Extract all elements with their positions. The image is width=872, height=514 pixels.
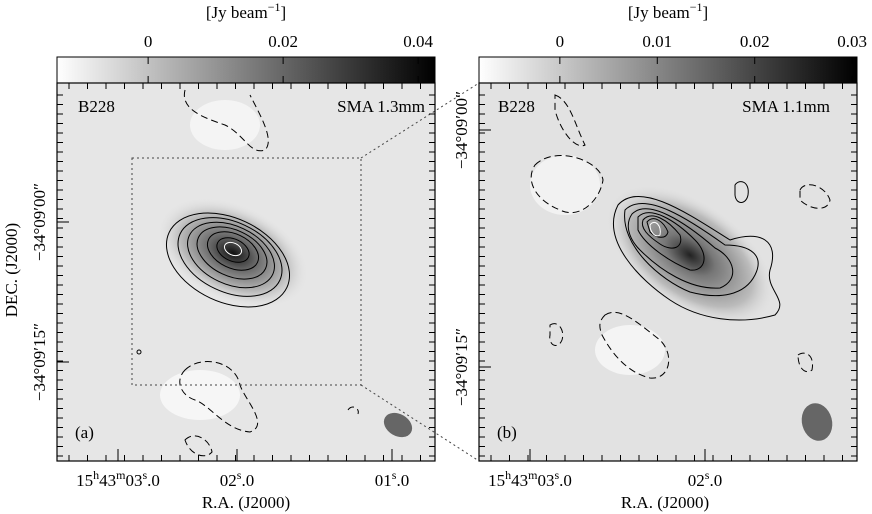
source-label: B228 [498,97,535,116]
ra-tick-label-part: 02 [220,471,237,490]
ra-tick-label-part: .0 [559,471,572,490]
ra-tick-label-part: s [142,468,147,482]
x-axis-label: R.A. (J2000) [202,493,290,512]
contours-b [530,94,833,441]
colorbar-tick-label: 0 [144,32,153,51]
ra-tick-label: 01s.0 [375,468,409,490]
panel-tag: (a) [75,423,94,442]
dec-tick-label: −34°09′00″ [452,91,471,169]
colorbar [56,56,436,84]
contours-a [136,89,413,457]
ra-tick-label: 02s.0 [688,468,722,490]
instrument-label: SMA 1.3mm [337,97,425,116]
ra-tick-label-part: 15 [488,471,505,490]
ra-tick-label: 15h43m03s.0 [488,468,572,490]
dec-tick-label: −34°09′00″ [30,183,49,261]
ra-tick-label: 02s.0 [220,468,254,490]
ra-tick-label-part: h [93,468,99,482]
ra-tick-label-part: 43 [511,471,528,490]
frame [56,82,436,462]
y-axis-label: DEC. (J2000) [2,223,21,317]
image-b [479,83,857,461]
ra-tick-label-part: 43 [99,471,116,490]
dec-tick-label: −34°09′15″ [452,328,471,406]
ra-tick-label-part: h [505,468,511,482]
x-axis-label: R.A. (J2000) [621,493,709,512]
colorbar-tick-label: 0.01 [642,32,672,51]
ra-tick-label-part: 15 [76,471,93,490]
ra-tick-label-part: 01 [375,471,392,490]
dec-tick-label: −34°09′15″ [30,323,49,401]
instrument-label: SMA 1.1mm [742,97,830,116]
ra-tick-label-part: s [705,468,710,482]
ra-tick-label-part: s [554,468,559,482]
ra-tick-label-part: .0 [396,471,409,490]
image-a [57,83,435,461]
colorbar-unit-part: −1 [268,0,281,14]
colorbar-tick-label: 0.02 [268,32,298,51]
ra-tick-label-part: .0 [241,471,254,490]
colorbar-unit-part: −1 [690,0,703,14]
colorbar-unit-part: [Jy beam [206,3,268,22]
colorbar-unit-part: ] [702,3,708,22]
ra-tick-label-part: 03 [125,471,142,490]
zoom-box [131,82,480,462]
ra-tick-label-part: s [237,468,242,482]
colorbar-unit: [Jy beam−1] [628,0,708,22]
colorbar-unit-part: [Jy beam [628,3,690,22]
colorbar [478,56,858,84]
ra-tick-label-part: .0 [709,471,722,490]
ra-tick-label-part: 02 [688,471,705,490]
colorbar-tick-label: 0.04 [403,32,433,51]
colorbar-tick-label: 0.02 [740,32,770,51]
colorbar-tick-label: 0 [556,32,565,51]
frame [478,82,858,462]
colorbar-tick-label: 0.03 [837,32,867,51]
ra-tick-label-part: m [528,468,538,482]
source-label: B228 [78,97,115,116]
ra-tick-label-part: 03 [537,471,554,490]
colorbar-unit: [Jy beam−1] [206,0,286,22]
panel-tag: (b) [497,423,517,442]
colorbar-unit-part: ] [280,3,286,22]
ra-tick-label-part: s [392,468,397,482]
ra-tick-label-part: .0 [147,471,160,490]
ra-tick-label-part: m [116,468,126,482]
ra-tick-label: 15h43m03s.0 [76,468,160,490]
